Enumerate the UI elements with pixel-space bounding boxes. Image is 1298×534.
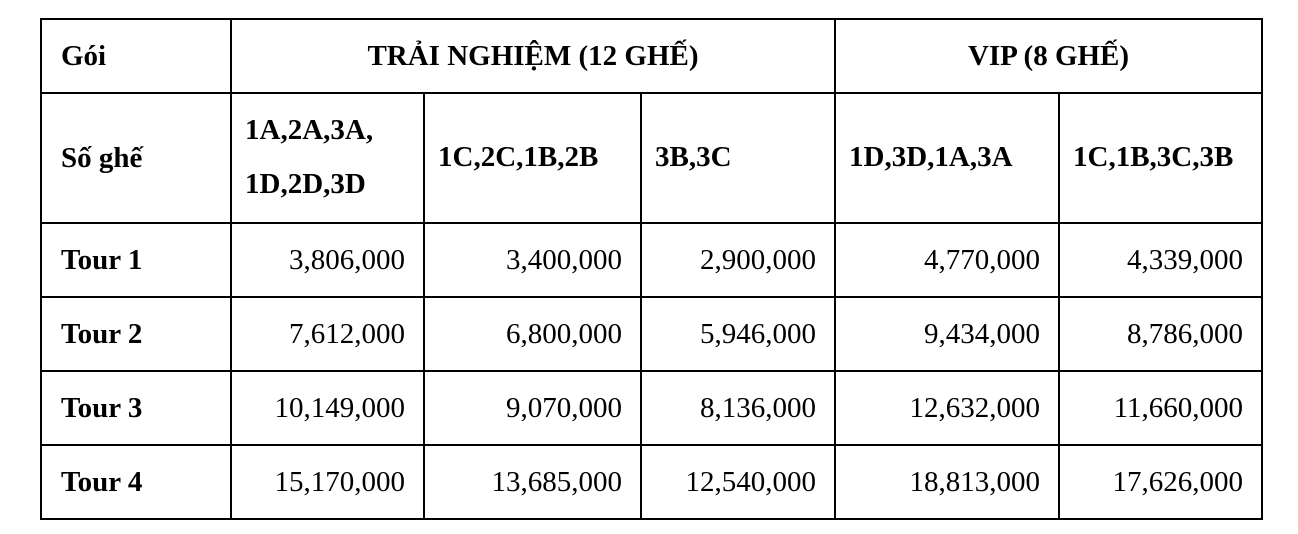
price-cell: 2,900,000 (640, 222, 836, 298)
seat-group-cell: 1D,3D,1A,3A (834, 92, 1060, 224)
header-row: Gói TRẢI NGHIỆM (12 GHẾ) VIP (8 GHẾ) (40, 18, 1263, 94)
table-row-tour-3: Tour 3 10,149,000 9,070,000 8,136,000 12… (40, 370, 1263, 446)
seat-group-cell: 1C,1B,3C,3B (1058, 92, 1263, 224)
price-cell: 15,170,000 (230, 444, 425, 520)
seat-line: 1D,2D,3D (245, 168, 366, 200)
seat-line: 1A,2A,3A, (245, 114, 374, 147)
group-header-vip: VIP (8 GHẾ) (834, 18, 1263, 94)
seat-row-label: Số ghế (40, 92, 232, 224)
price-cell: 7,612,000 (230, 296, 425, 372)
price-cell: 12,632,000 (834, 370, 1060, 446)
tour-pricing-table: Gói TRẢI NGHIỆM (12 GHẾ) VIP (8 GHẾ) Số … (40, 18, 1263, 520)
price-cell: 18,813,000 (834, 444, 1060, 520)
price-cell: 4,770,000 (834, 222, 1060, 298)
price-cell: 4,339,000 (1058, 222, 1263, 298)
seat-numbers-row: Số ghế 1A,2A,3A, 1D,2D,3D 1C,2C,1B,2B 3B… (40, 92, 1263, 224)
seat-group-cell: 3B,3C (640, 92, 836, 224)
price-cell: 17,626,000 (1058, 444, 1263, 520)
table-row-tour-1: Tour 1 3,806,000 3,400,000 2,900,000 4,7… (40, 222, 1263, 298)
tour-label: Tour 3 (40, 370, 232, 446)
price-cell: 3,806,000 (230, 222, 425, 298)
price-cell: 11,660,000 (1058, 370, 1263, 446)
corner-cell-goi: Gói (40, 18, 232, 94)
table-row-tour-2: Tour 2 7,612,000 6,800,000 5,946,000 9,4… (40, 296, 1263, 372)
price-cell: 9,070,000 (423, 370, 642, 446)
price-cell: 10,149,000 (230, 370, 425, 446)
price-cell: 3,400,000 (423, 222, 642, 298)
price-cell: 12,540,000 (640, 444, 836, 520)
price-cell: 8,786,000 (1058, 296, 1263, 372)
price-cell: 8,136,000 (640, 370, 836, 446)
seat-group-cell: 1A,2A,3A, 1D,2D,3D (230, 92, 425, 224)
tour-label: Tour 4 (40, 444, 232, 520)
table-row-tour-4: Tour 4 15,170,000 13,685,000 12,540,000 … (40, 444, 1263, 520)
price-cell: 6,800,000 (423, 296, 642, 372)
group-header-trai-nghiem: TRẢI NGHIỆM (12 GHẾ) (230, 18, 836, 94)
price-cell: 9,434,000 (834, 296, 1060, 372)
tour-label: Tour 2 (40, 296, 232, 372)
seat-group-cell: 1C,2C,1B,2B (423, 92, 642, 224)
price-cell: 5,946,000 (640, 296, 836, 372)
tour-label: Tour 1 (40, 222, 232, 298)
price-cell: 13,685,000 (423, 444, 642, 520)
